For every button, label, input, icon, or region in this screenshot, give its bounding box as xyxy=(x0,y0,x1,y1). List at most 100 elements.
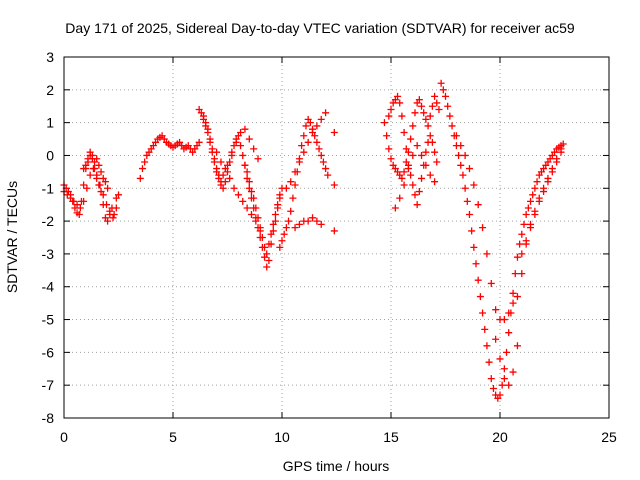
data-point xyxy=(496,391,504,399)
data-point xyxy=(103,201,111,209)
data-point xyxy=(431,148,439,156)
data-point xyxy=(474,201,482,209)
data-point xyxy=(93,155,101,163)
data-point xyxy=(385,112,393,120)
data-point xyxy=(106,207,114,215)
data-point xyxy=(420,109,428,117)
data-point xyxy=(446,112,454,120)
data-point xyxy=(232,138,240,146)
data-point xyxy=(76,204,84,212)
data-point xyxy=(306,119,314,127)
data-point xyxy=(461,151,469,159)
data-point xyxy=(75,211,83,219)
data-point xyxy=(513,253,521,261)
data-point xyxy=(322,109,330,117)
data-point xyxy=(269,220,277,228)
data-point xyxy=(217,181,225,189)
data-point xyxy=(304,138,312,146)
data-point xyxy=(411,191,419,199)
data-point xyxy=(88,151,96,159)
data-point xyxy=(313,217,321,225)
data-point xyxy=(104,184,112,192)
data-point xyxy=(285,217,293,225)
data-point xyxy=(252,204,260,212)
data-point xyxy=(267,230,275,238)
data-point xyxy=(524,204,532,212)
data-point xyxy=(317,115,325,123)
data-point xyxy=(426,171,434,179)
data-point xyxy=(138,165,146,173)
data-point xyxy=(481,325,489,333)
y-tick-label: 1 xyxy=(46,115,54,131)
data-point xyxy=(385,145,393,153)
data-point xyxy=(500,375,508,383)
data-point xyxy=(411,109,419,117)
data-point xyxy=(195,138,203,146)
data-point xyxy=(291,181,299,189)
y-tick-label: 2 xyxy=(46,82,54,98)
data-points xyxy=(60,79,567,402)
data-point xyxy=(505,381,513,389)
data-point xyxy=(83,184,91,192)
y-tick-label: -7 xyxy=(42,377,55,393)
data-point xyxy=(247,211,255,219)
data-point xyxy=(110,211,118,219)
data-point xyxy=(422,148,430,156)
data-point xyxy=(330,128,338,136)
data-point xyxy=(511,270,519,278)
data-point xyxy=(63,191,71,199)
data-point xyxy=(387,155,395,163)
data-point xyxy=(540,184,548,192)
data-point xyxy=(291,224,299,232)
data-point xyxy=(472,260,480,268)
data-point xyxy=(265,256,273,264)
data-point xyxy=(522,211,530,219)
data-point xyxy=(439,86,447,94)
data-point xyxy=(274,201,282,209)
data-point xyxy=(424,122,432,130)
data-point xyxy=(513,293,521,301)
data-point xyxy=(230,184,238,192)
data-point xyxy=(492,306,500,314)
data-point xyxy=(234,191,242,199)
data-point xyxy=(213,148,221,156)
data-point xyxy=(324,171,332,179)
data-point xyxy=(457,161,465,169)
data-point xyxy=(496,355,504,363)
data-point xyxy=(80,197,88,205)
data-point xyxy=(559,140,567,148)
data-point xyxy=(418,174,426,182)
data-point xyxy=(409,151,417,159)
data-point xyxy=(86,171,94,179)
data-point xyxy=(509,368,517,376)
data-point xyxy=(80,181,88,189)
data-point xyxy=(239,197,247,205)
data-point xyxy=(226,174,234,182)
data-point xyxy=(396,99,404,107)
data-point xyxy=(287,178,295,186)
data-point xyxy=(254,155,262,163)
data-point xyxy=(313,122,321,130)
data-point xyxy=(509,299,517,307)
data-point xyxy=(400,181,408,189)
data-point xyxy=(426,112,434,120)
data-point xyxy=(498,381,506,389)
data-point xyxy=(261,243,269,251)
data-point xyxy=(206,138,214,146)
data-point xyxy=(309,128,317,136)
data-point xyxy=(455,151,463,159)
data-point xyxy=(245,135,253,143)
data-point xyxy=(96,181,104,189)
data-point xyxy=(213,168,221,176)
data-point xyxy=(258,234,266,241)
y-tick-label: -3 xyxy=(42,246,55,262)
data-point xyxy=(413,142,421,150)
data-point xyxy=(250,194,258,202)
plot-frame xyxy=(63,56,610,419)
data-point xyxy=(407,171,415,179)
data-point xyxy=(210,158,218,166)
data-point xyxy=(500,365,508,373)
data-point xyxy=(407,135,415,143)
data-point xyxy=(256,224,264,232)
